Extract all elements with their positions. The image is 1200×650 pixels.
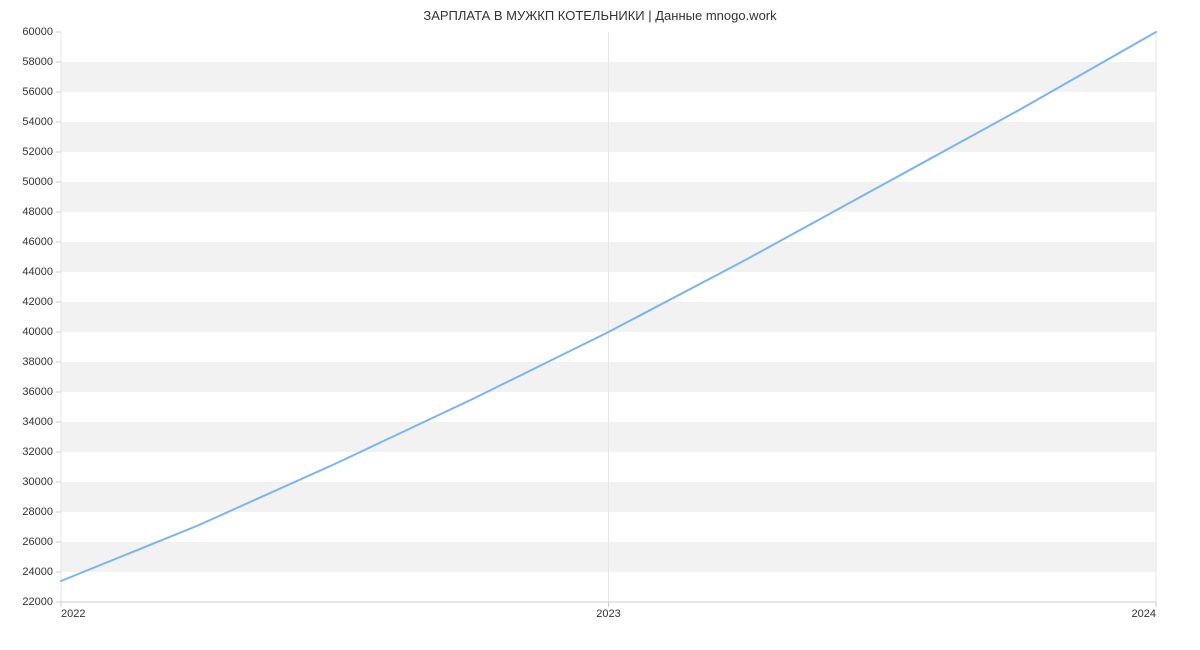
y-tick-label: 34000 — [22, 416, 53, 428]
y-tick-label: 60000 — [22, 26, 53, 38]
y-tick-label: 22000 — [22, 596, 53, 608]
y-tick-label: 54000 — [22, 116, 53, 128]
y-tick-label: 26000 — [22, 536, 53, 548]
x-tick-label: 2022 — [61, 608, 85, 620]
y-tick-label: 52000 — [22, 146, 53, 158]
y-tick-label: 38000 — [22, 356, 53, 368]
y-tick-label: 36000 — [22, 386, 53, 398]
y-tick-label: 32000 — [22, 446, 53, 458]
y-tick-label: 48000 — [22, 206, 53, 218]
y-tick-label: 56000 — [22, 86, 53, 98]
y-tick-label: 50000 — [22, 176, 53, 188]
plot-area: 2200024000260002800030000320003400036000… — [61, 32, 1156, 602]
chart-title: ЗАРПЛАТА В МУЖКП КОТЕЛЬНИКИ | Данные mno… — [0, 8, 1200, 23]
y-tick-label: 46000 — [22, 236, 53, 248]
x-tick-label: 2024 — [1132, 608, 1156, 620]
y-tick-label: 58000 — [22, 56, 53, 68]
y-tick-label: 44000 — [22, 266, 53, 278]
salary-chart: ЗАРПЛАТА В МУЖКП КОТЕЛЬНИКИ | Данные mno… — [0, 0, 1200, 650]
chart-svg — [61, 32, 1156, 602]
y-tick-label: 40000 — [22, 326, 53, 338]
y-tick-label: 30000 — [22, 476, 53, 488]
y-tick-label: 28000 — [22, 506, 53, 518]
y-tick-label: 24000 — [22, 566, 53, 578]
y-tick-label: 42000 — [22, 296, 53, 308]
x-tick-label: 2023 — [596, 608, 620, 620]
